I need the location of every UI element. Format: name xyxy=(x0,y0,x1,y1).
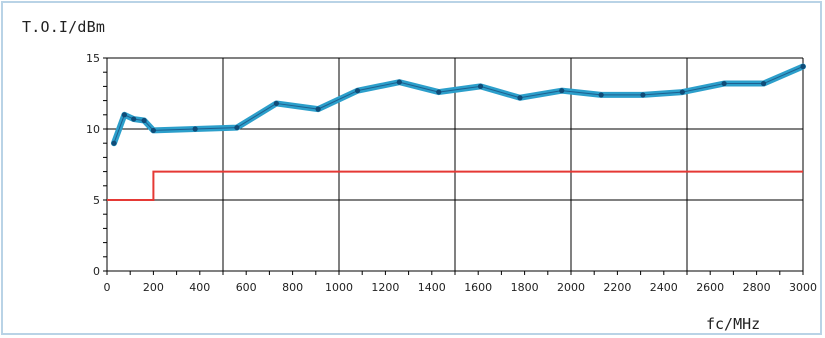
toi-data-point xyxy=(477,83,484,89)
x-tick-label: 2400 xyxy=(650,281,678,294)
x-tick-label: 400 xyxy=(189,281,210,294)
x-tick-label: 0 xyxy=(104,281,111,294)
x-axis-label: fc/MHz xyxy=(706,315,761,333)
toi-data-point xyxy=(517,95,523,101)
x-tick-label: 1600 xyxy=(464,281,492,294)
x-tick-label: 1800 xyxy=(511,281,539,294)
toi-series-line xyxy=(110,63,806,147)
axis-layer xyxy=(103,57,804,275)
toi-data-point xyxy=(679,89,685,95)
toi-data-point xyxy=(111,140,117,146)
toi-data-point xyxy=(800,63,806,70)
data-layer xyxy=(107,63,806,201)
x-tick-label: 3000 xyxy=(789,281,817,294)
toi-data-point xyxy=(192,126,198,132)
toi-data-point xyxy=(273,100,279,107)
x-tick-label: 1000 xyxy=(325,281,353,294)
x-tick-label: 1200 xyxy=(371,281,399,294)
toi-data-point xyxy=(354,88,361,94)
toi-data-point xyxy=(396,79,402,85)
toi-data-point xyxy=(598,92,604,98)
toi-data-point xyxy=(150,127,156,134)
y-tick-label: 5 xyxy=(93,194,100,207)
toi-data-point xyxy=(234,124,240,131)
limit-line xyxy=(107,170,803,201)
y-tick-label: 10 xyxy=(86,123,100,136)
toi-data-point xyxy=(131,116,137,122)
toi-series-centerline xyxy=(113,66,804,144)
toi-data-point xyxy=(760,80,767,87)
toi-data-point xyxy=(315,106,321,112)
tick-label-layer: 0 200 400 600 800 1000 1200 1400 1600 1800 2000 220… xyxy=(86,52,817,294)
toi-data-point xyxy=(559,88,565,94)
x-tick-label: 2200 xyxy=(603,281,631,294)
y-tick-label: 15 xyxy=(86,52,100,65)
toi-data-point xyxy=(436,89,442,95)
y-axis-label: T.O.I/dBm xyxy=(22,18,106,36)
x-tick-label: 2800 xyxy=(743,281,771,294)
x-tick-label: 600 xyxy=(236,281,257,294)
x-tick-label: 2000 xyxy=(557,281,585,294)
x-tick-label: 1400 xyxy=(418,281,446,294)
toi-data-point xyxy=(640,92,646,98)
toi-data-point xyxy=(121,112,127,118)
x-tick-label: 800 xyxy=(282,281,303,294)
x-tick-label: 200 xyxy=(143,281,164,294)
x-tick-label: 2600 xyxy=(696,281,724,294)
y-tick-label: 0 xyxy=(93,265,100,278)
toi-data-point xyxy=(141,117,147,124)
toi-data-point xyxy=(721,80,727,87)
